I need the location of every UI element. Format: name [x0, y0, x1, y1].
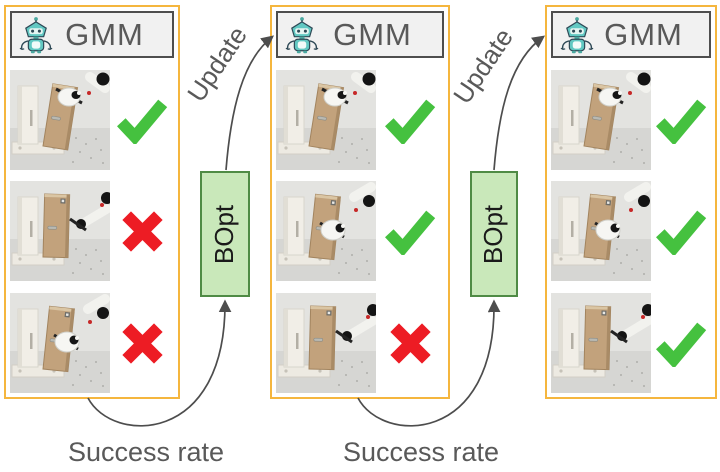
robot-trial-photo: [551, 293, 651, 393]
bopt-label: BOpt: [478, 204, 509, 264]
green-check-icon: [654, 320, 708, 367]
gmm-label: GMM: [604, 16, 683, 52]
trial-result: [376, 70, 444, 170]
gmm-iteration-panel-3: GMM: [545, 5, 717, 399]
trial-result: [651, 181, 711, 281]
robot-trial-photo: [276, 70, 376, 170]
red-cross-icon: [387, 320, 434, 367]
green-check-icon: [654, 97, 708, 144]
bopt-node-2: BOpt: [470, 171, 518, 297]
robot-mascot-icon: [19, 15, 53, 55]
bopt-node-1: BOpt: [200, 171, 250, 297]
trial-result: [110, 181, 174, 281]
robot-trial-photo: [551, 181, 651, 281]
green-check-icon: [115, 97, 169, 144]
trial-row: [10, 181, 174, 281]
gmm-label: GMM: [333, 16, 412, 52]
trial-result: [651, 70, 711, 170]
trial-result: [376, 293, 444, 393]
robot-trial-photo: [10, 70, 110, 170]
gmm-iteration-panel-2: GMM: [270, 5, 450, 399]
trial-row: [276, 70, 444, 170]
robot-trial-photo: [10, 293, 110, 393]
gmm-model-box: GMM: [551, 11, 711, 58]
trial-row: [276, 293, 444, 393]
robot-mascot-icon: [560, 15, 594, 55]
gmm-iteration-panel-1: GMM: [4, 5, 180, 399]
success-rate-label-1: Success rate: [67, 437, 225, 467]
robot-trial-photo: [551, 70, 651, 170]
success-rate-label-2: Success rate: [342, 437, 500, 467]
update-label-1: Update: [181, 20, 253, 108]
red-cross-icon: [119, 320, 166, 367]
trial-row: [551, 70, 711, 170]
trial-result: [110, 70, 174, 170]
bopt-label: BOpt: [209, 204, 240, 264]
trial-row: [551, 181, 711, 281]
gmm-model-box: GMM: [276, 11, 444, 58]
trial-result: [376, 181, 444, 281]
trial-row: [551, 293, 711, 393]
gmm-model-box: GMM: [10, 11, 174, 58]
red-cross-icon: [119, 208, 166, 255]
robot-trial-photo: [10, 181, 110, 281]
green-check-icon: [383, 208, 437, 255]
trial-row: [10, 293, 174, 393]
trial-row: [10, 70, 174, 170]
green-check-icon: [383, 97, 437, 144]
gmm-label: GMM: [65, 16, 144, 52]
robot-trial-photo: [276, 181, 376, 281]
trial-row: [276, 181, 444, 281]
green-check-icon: [654, 208, 708, 255]
robot-mascot-icon: [285, 15, 319, 55]
robot-trial-photo: [276, 293, 376, 393]
trial-result: [651, 293, 711, 393]
trial-result: [110, 293, 174, 393]
